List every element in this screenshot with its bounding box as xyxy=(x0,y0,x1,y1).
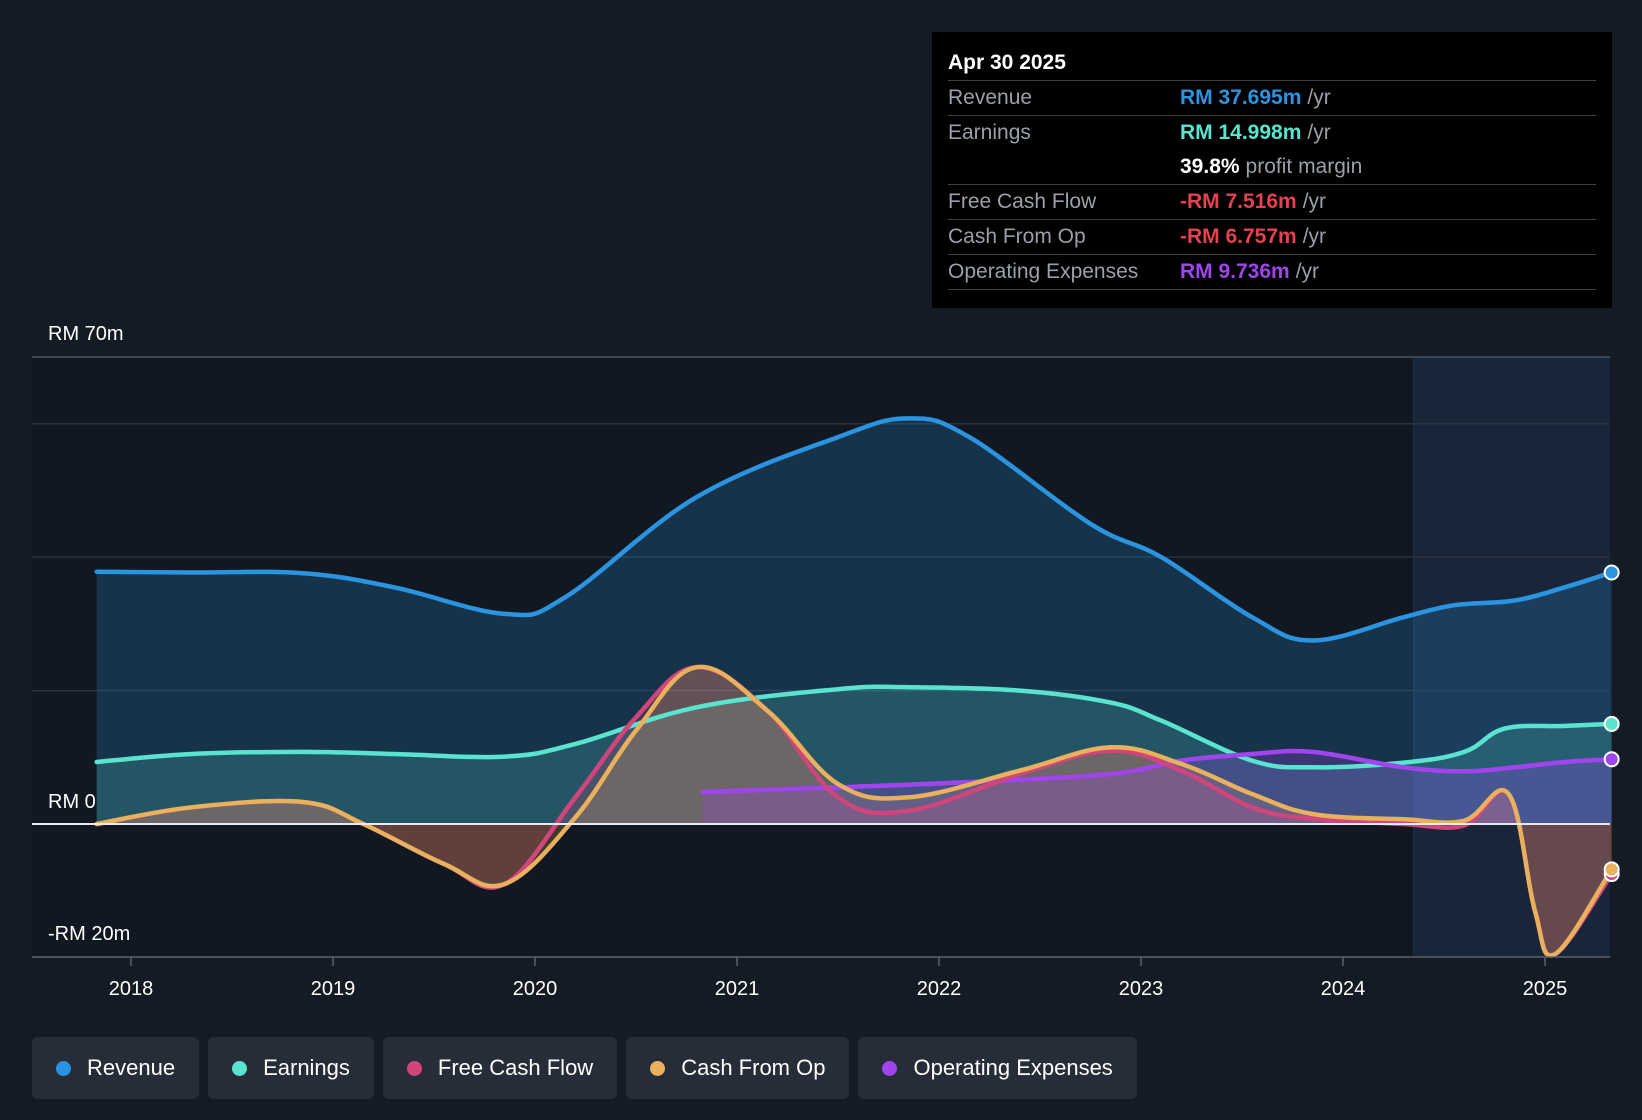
tooltip-row-cash-from-op: Cash From Op -RM 6.757m /yr xyxy=(948,220,1596,255)
tooltip-value: RM 9.736m xyxy=(1180,260,1290,283)
tooltip-row-revenue: Revenue RM 37.695m /yr xyxy=(948,81,1596,116)
tooltip-label: Earnings xyxy=(948,121,1031,144)
x-tick-label: 2024 xyxy=(1321,978,1366,1000)
tooltip-row-earnings: Earnings RM 14.998m /yr xyxy=(948,116,1596,150)
tooltip-unit: /yr xyxy=(1295,260,1320,283)
tooltip-row-operating-expenses: Operating Expenses RM 9.736m /yr xyxy=(948,255,1596,290)
end-marker-earnings xyxy=(1603,715,1620,732)
legend: Revenue Earnings Free Cash Flow Cash Fro… xyxy=(32,1037,1137,1099)
tooltip-panel: Apr 30 2025 Revenue RM 37.695m /yr Earni… xyxy=(932,32,1612,308)
tooltip-value: -RM 6.757m xyxy=(1180,225,1297,248)
tooltip-unit: /yr xyxy=(1302,190,1327,213)
x-tick-label: 2022 xyxy=(917,978,962,1000)
tooltip-value: RM 14.998m xyxy=(1180,121,1302,144)
x-tick-label: 2025 xyxy=(1523,978,1568,1000)
x-tick-label: 2018 xyxy=(109,978,154,1000)
legend-dot-icon xyxy=(232,1060,248,1076)
area-cash-from-op xyxy=(96,666,1612,956)
legend-dot-icon xyxy=(56,1060,71,1076)
tooltip-row-free-cash-flow: Free Cash Flow -RM 7.516m /yr xyxy=(948,185,1596,220)
line-earnings xyxy=(94,684,1614,770)
legend-label: Operating Expenses xyxy=(913,1055,1113,1080)
legend-label: Free Cash Flow xyxy=(437,1055,594,1080)
x-tick-label: 2019 xyxy=(311,978,356,1000)
tooltip-label: Operating Expenses xyxy=(948,260,1139,283)
plot-background xyxy=(32,357,1610,957)
tooltip-date: Apr 30 2025 xyxy=(948,46,1596,81)
tooltip-unit: profit margin xyxy=(1245,155,1363,178)
tooltip-label: Free Cash Flow xyxy=(948,190,1097,213)
tooltip-value: 39.8% xyxy=(1180,155,1240,178)
legend-label: Earnings xyxy=(263,1055,350,1080)
end-marker-cash-from-op xyxy=(1603,861,1620,878)
legend-item-earnings[interactable]: Earnings xyxy=(208,1037,374,1099)
area-revenue xyxy=(96,418,1612,824)
area-earnings xyxy=(96,686,1612,824)
line-cash-from-op xyxy=(94,664,1614,958)
x-tick-label: 2020 xyxy=(513,978,558,1000)
legend-label: Cash From Op xyxy=(681,1055,826,1080)
legend-item-cash-from-op[interactable]: Cash From Op xyxy=(626,1037,850,1099)
line-revenue xyxy=(94,416,1614,643)
legend-dot-icon xyxy=(406,1060,422,1076)
line-operating-expenses xyxy=(700,748,1614,795)
legend-item-operating-expenses[interactable]: Operating Expenses xyxy=(858,1037,1137,1099)
legend-label: Revenue xyxy=(87,1055,176,1080)
y-axis-top-label: RM 70m xyxy=(48,323,124,345)
legend-item-free-cash-flow[interactable]: Free Cash Flow xyxy=(382,1037,618,1099)
tooltip-unit: /yr xyxy=(1307,121,1331,144)
x-tick-label: 2021 xyxy=(715,978,760,1000)
x-tick-label: 2023 xyxy=(1119,978,1164,1000)
legend-dot-icon xyxy=(882,1060,898,1076)
legend-dot-icon xyxy=(650,1060,666,1076)
area-free-cash-flow xyxy=(96,667,1612,956)
tooltip-label: Revenue xyxy=(948,86,1033,109)
forecast-region xyxy=(1413,357,1610,957)
y-axis-zero-label: RM 0 xyxy=(48,791,96,813)
tooltip-unit: /yr xyxy=(1307,86,1331,109)
tooltip-row-profit-margin: 39.8% profit margin xyxy=(948,150,1596,185)
end-marker-revenue xyxy=(1603,564,1620,581)
y-axis-bottom-label: -RM 20m xyxy=(48,923,130,945)
tooltip-value: -RM 7.516m xyxy=(1180,190,1297,213)
tooltip-label: Cash From Op xyxy=(948,225,1086,248)
tooltip-unit: /yr xyxy=(1302,225,1327,248)
tooltip-value: RM 37.695m xyxy=(1180,86,1302,109)
legend-item-revenue[interactable]: Revenue xyxy=(32,1037,200,1099)
end-marker-operating-expenses xyxy=(1603,751,1620,768)
